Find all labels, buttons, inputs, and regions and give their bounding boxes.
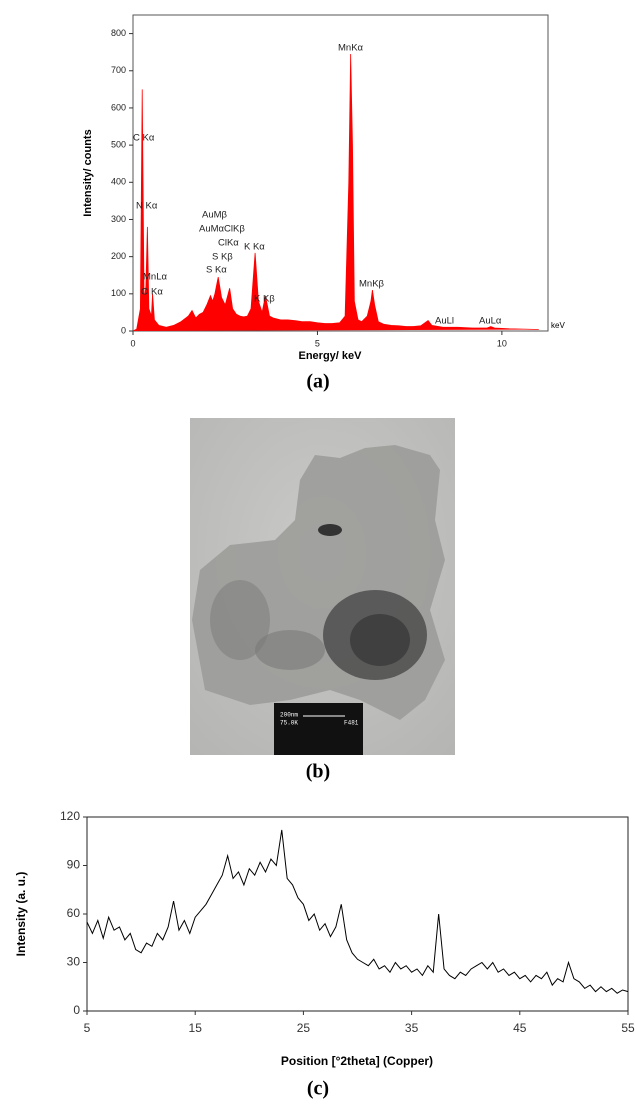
plot-frame <box>132 14 549 332</box>
y-tick-label: 800 <box>111 28 126 38</box>
y-axis-label: Intensity (a. u.) <box>14 872 28 957</box>
y-tick-label: 400 <box>111 177 126 187</box>
y-tick-label: 100 <box>111 288 126 298</box>
y-tick-label: 0 <box>121 325 126 335</box>
x-tick-label: 35 <box>405 1021 419 1035</box>
image-code: F481 <box>344 720 359 727</box>
y-tick-label: 60 <box>67 906 81 920</box>
y-tick-label: 600 <box>111 102 126 112</box>
peak-annotation: MnKβ <box>359 279 385 290</box>
y-tick-label: 700 <box>111 65 126 75</box>
peak-annotation: AuLα <box>479 316 502 327</box>
y-axis-label: Intensity/ counts <box>82 129 94 216</box>
plot-frame <box>86 816 629 1012</box>
peak-annotation: O Kα <box>141 287 163 298</box>
x-axis-label: Position [°2theta] (Copper) <box>281 1054 433 1068</box>
panel-label: (b) <box>306 761 330 783</box>
y-tick-label: 0 <box>73 1003 80 1017</box>
magnification: 75.0K <box>280 720 298 727</box>
y-tick-label: 90 <box>67 858 81 872</box>
peak-annotation: S Kα <box>206 265 227 276</box>
peak-annotation: S Kβ <box>212 252 233 263</box>
tem-image: 200nm 75.0K F481 <box>190 418 455 755</box>
x-tick-label: 10 <box>497 338 507 348</box>
x-tick-label: 55 <box>621 1021 635 1035</box>
peak-annotation: MnLα <box>143 272 167 283</box>
x-tick-label: 45 <box>513 1021 527 1035</box>
y-tick-label: 500 <box>111 139 126 149</box>
pattern-line <box>86 829 629 994</box>
panel-label: (c) <box>307 1078 329 1100</box>
x-tick-label: 5 <box>84 1021 91 1035</box>
peak-annotation: MnKα <box>338 43 364 54</box>
y-tick-label: 200 <box>111 251 126 261</box>
peak-annotation: AuMβ <box>202 210 228 221</box>
scale-bar-label: 200nm <box>280 712 298 719</box>
panel-label: (a) <box>306 371 329 393</box>
x-unit: keV <box>551 321 565 330</box>
peak-annotation: N Kα <box>136 201 158 212</box>
x-tick-label: 25 <box>297 1021 311 1035</box>
peak-annotation: C Kα <box>133 133 155 144</box>
x-tick-label: 0 <box>130 338 135 348</box>
x-tick-label: 5 <box>315 338 320 348</box>
peak-annotation: AuLl <box>435 316 454 327</box>
spectrum-area <box>132 54 539 332</box>
peak-annotation: AuMαClKβ <box>199 224 245 235</box>
peak-annotation: ClKα <box>218 238 239 249</box>
peak-annotation: K Kβ <box>254 294 275 305</box>
y-tick-label: 300 <box>111 214 126 224</box>
x-tick-label: 15 <box>189 1021 203 1035</box>
peak-annotation: K Kα <box>244 242 265 253</box>
x-axis-label: Energy/ keV <box>299 350 363 362</box>
y-tick-label: 120 <box>60 809 80 823</box>
y-tick-label: 30 <box>67 955 81 969</box>
